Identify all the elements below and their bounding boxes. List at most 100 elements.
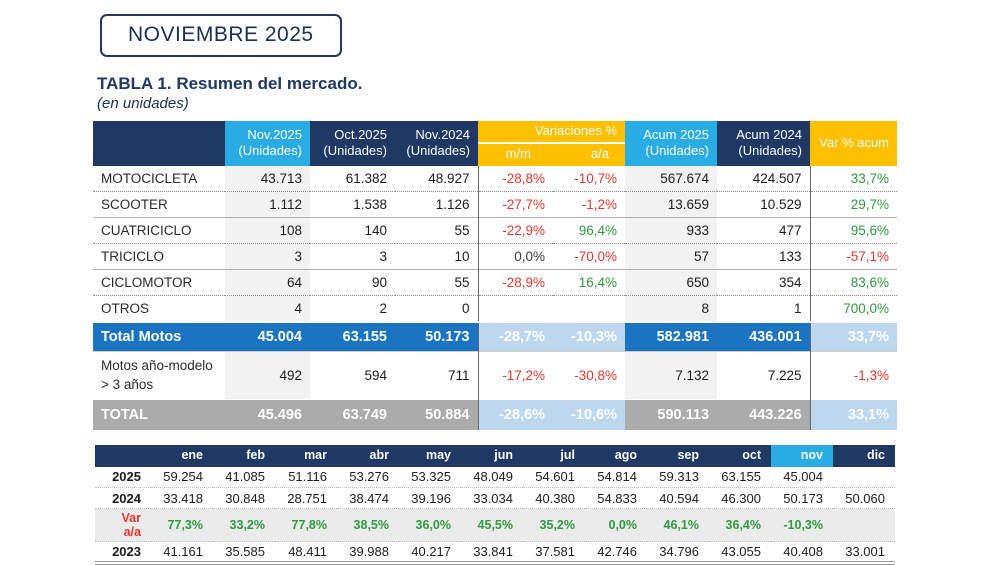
- value-nov-2025: 108: [225, 218, 310, 244]
- monthly-value-oct: 63.155: [709, 467, 771, 488]
- variation-acum: 95,6%: [810, 218, 897, 244]
- value-nov-2025: 45.496: [225, 400, 310, 430]
- value-acum-2024: 10.529: [717, 192, 810, 218]
- month-header-jun: jun: [461, 445, 523, 467]
- value-acum-2025: 590.113: [625, 400, 717, 430]
- monthly-value-ene: 59.254: [151, 467, 213, 488]
- monthly-value-jul: 54.601: [523, 467, 585, 488]
- monthly-value-sep: 34.796: [647, 542, 709, 564]
- row-label-line: > 3 años: [101, 377, 153, 392]
- value-oct-2025: 594: [310, 352, 395, 400]
- monthly-value-oct: 43.055: [709, 542, 771, 564]
- value-acum-2025: 933: [625, 218, 717, 244]
- header-oct-2025-period: Oct.2025: [334, 127, 387, 142]
- variation-aa: -30,8%: [553, 352, 625, 400]
- monthly-value-ago: 42.746: [585, 542, 647, 564]
- monthly-value-dic: [833, 509, 895, 542]
- month-header-nov: nov: [771, 445, 833, 467]
- monthly-value-may: 53.325: [399, 467, 461, 488]
- value-nov-2025: 43.713: [225, 166, 310, 192]
- value-nov-2024: 50.884: [395, 400, 478, 430]
- variation-acum: -57,1%: [810, 244, 897, 270]
- monthly-value-sep: 40.594: [647, 488, 709, 509]
- value-oct-2025: 63.749: [310, 400, 395, 430]
- monthly-value-jun: 45,5%: [461, 509, 523, 542]
- value-nov-2024: 55: [395, 218, 478, 244]
- monthly-row-label: 2023: [95, 542, 151, 564]
- monthly-value-jul: 40.380: [523, 488, 585, 509]
- row-label: SCOOTER: [93, 192, 225, 218]
- monthly-value-dic: [833, 467, 895, 488]
- value-nov-2025: 64: [225, 270, 310, 296]
- monthly-value-feb: 33,2%: [213, 509, 275, 542]
- variation-aa: -10,6%: [553, 400, 625, 430]
- monthly-value-jul: 37.581: [523, 542, 585, 564]
- header-variaciones: Variaciones %: [478, 121, 625, 143]
- monthly-value-feb: 35.585: [213, 542, 275, 564]
- variation-mm: 0,0%: [478, 244, 553, 270]
- header-nov-2024-period: Nov.2024: [415, 127, 470, 142]
- header-aa: a/a: [553, 143, 625, 165]
- row-label: Total Motos: [93, 322, 225, 352]
- row-label: MOTOCICLETA: [93, 166, 225, 192]
- variation-mm: -22,9%: [478, 218, 553, 244]
- row-label: Motos año-modelo> 3 años: [93, 352, 225, 400]
- monthly-value-jun: 33.841: [461, 542, 523, 564]
- monthly-value-sep: 46,1%: [647, 509, 709, 542]
- monthly-value-may: 40.217: [399, 542, 461, 564]
- value-acum-2024: 133: [717, 244, 810, 270]
- value-nov-2025: 45.004: [225, 322, 310, 352]
- monthly-value-may: 39.196: [399, 488, 461, 509]
- row-label: TRICICLO: [93, 244, 225, 270]
- monthly-value-mar: 77,8%: [275, 509, 337, 542]
- monthly-value-mar: 28.751: [275, 488, 337, 509]
- monthly-value-jun: 48.049: [461, 467, 523, 488]
- variation-aa: 96,4%: [553, 218, 625, 244]
- value-nov-2024: 711: [395, 352, 478, 400]
- row-label: CICLOMOTOR: [93, 270, 225, 296]
- monthly-value-feb: 41.085: [213, 467, 275, 488]
- value-nov-2024: 0: [395, 296, 478, 322]
- variation-acum: 33,7%: [810, 166, 897, 192]
- variation-mm: [478, 296, 553, 322]
- header-acum-2024: Acum 2024 (Unidades): [717, 121, 810, 166]
- month-header-ene: ene: [151, 445, 213, 467]
- header-oct-2025: Oct.2025 (Unidades): [310, 121, 395, 166]
- monthly-value-ago: 54.814: [585, 467, 647, 488]
- variation-acum: 29,7%: [810, 192, 897, 218]
- value-acum-2025: 13.659: [625, 192, 717, 218]
- variation-aa: 16,4%: [553, 270, 625, 296]
- value-nov-2024: 55: [395, 270, 478, 296]
- variation-acum: 33,7%: [810, 322, 897, 352]
- variation-mm: -28,7%: [478, 322, 553, 352]
- row-label: CUATRICICLO: [93, 218, 225, 244]
- header-nov-2025: Nov.2025 (Unidades): [225, 121, 310, 166]
- monthly-value-abr: 53.276: [337, 467, 399, 488]
- value-acum-2024: 436.001: [717, 322, 810, 352]
- month-header-oct: oct: [709, 445, 771, 467]
- month-header-ago: ago: [585, 445, 647, 467]
- value-acum-2025: 7.132: [625, 352, 717, 400]
- variation-mm: -28,8%: [478, 166, 553, 192]
- header-acum-2024-period: Acum 2024: [736, 127, 802, 142]
- value-nov-2024: 50.173: [395, 322, 478, 352]
- value-acum-2024: 354: [717, 270, 810, 296]
- month-header-dic: dic: [833, 445, 895, 467]
- monthly-row-label: Var a/a: [95, 509, 151, 542]
- variation-acum: 33,1%: [810, 400, 897, 430]
- page-title: TABLA 1. Resumen del mercado.: [97, 74, 992, 94]
- value-acum-2024: 443.226: [717, 400, 810, 430]
- header-acum-2025: Acum 2025 (Unidades): [625, 121, 717, 166]
- month-header-abr: abr: [337, 445, 399, 467]
- variation-aa: [553, 296, 625, 322]
- month-corner-cell: [95, 445, 151, 467]
